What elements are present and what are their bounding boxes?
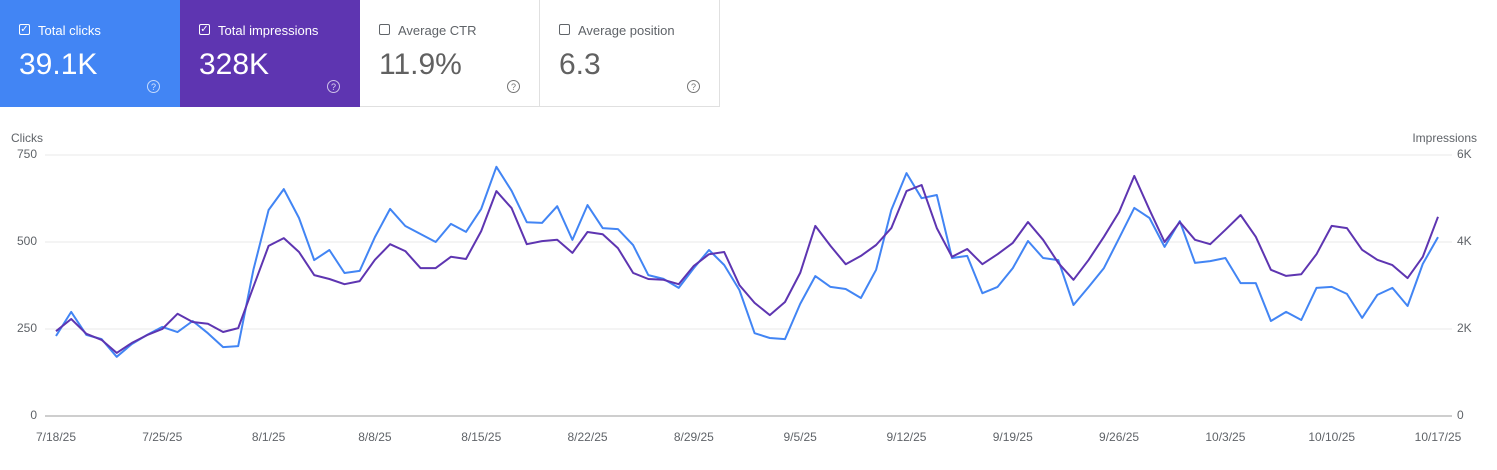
y-tick-label: 500 [17, 234, 37, 248]
x-tick-label: 10/17/25 [1415, 430, 1462, 444]
checkbox[interactable]: ✓ [19, 24, 30, 35]
x-tick-label: 8/15/25 [461, 430, 501, 444]
help-icon[interactable]: ? [327, 80, 340, 93]
metric-cards: ✓ Total clicks 39.1K? ✓ Total impressions 328… [0, 0, 720, 107]
metric-value: 328K [199, 48, 270, 81]
y-tick-label: 750 [17, 147, 37, 161]
metric-card[interactable]: Average CTR 11.9%? [360, 0, 540, 107]
help-icon[interactable]: ? [507, 80, 520, 93]
help-icon[interactable]: ? [687, 80, 700, 93]
y2-axis-label: Impressions [1412, 131, 1477, 145]
line-series [55, 174, 1439, 354]
metric-value: 39.1K [19, 48, 98, 81]
metric-label: Average CTR [398, 23, 477, 38]
help-icon[interactable]: ? [147, 80, 160, 93]
x-tick-label: 9/5/25 [783, 430, 817, 444]
line-series [55, 165, 1439, 358]
y-axis-label: Clicks [11, 131, 43, 145]
x-tick-label: 9/19/25 [993, 430, 1033, 444]
metric-value: 6.3 [559, 48, 601, 81]
y-tick-label: 0 [30, 408, 37, 422]
x-tick-label: 8/29/25 [674, 430, 714, 444]
y2-tick-label: 6K [1457, 147, 1472, 161]
x-tick-label: 10/3/25 [1205, 430, 1245, 444]
x-tick-label: 10/10/25 [1308, 430, 1355, 444]
metric-value: 11.9% [379, 48, 462, 81]
metric-card[interactable]: ✓ Total impressions 328K? [180, 0, 360, 107]
x-tick-label: 9/26/25 [1099, 430, 1139, 444]
checkbox[interactable] [379, 24, 390, 35]
metric-label: Total clicks [38, 23, 101, 38]
metric-label: Total impressions [218, 23, 319, 38]
x-tick-label: 7/25/25 [142, 430, 182, 444]
checkbox[interactable] [559, 24, 570, 35]
y2-tick-label: 0 [1457, 408, 1464, 422]
checkbox[interactable]: ✓ [199, 24, 210, 35]
metric-card[interactable]: Average position 6.3? [540, 0, 720, 107]
metric-label: Average position [578, 23, 675, 38]
x-tick-label: 7/18/25 [36, 430, 76, 444]
y2-tick-label: 2K [1457, 321, 1472, 335]
y-tick-label: 250 [17, 321, 37, 335]
y2-tick-label: 4K [1457, 234, 1472, 248]
x-tick-label: 8/1/25 [252, 430, 286, 444]
x-tick-label: 8/8/25 [358, 430, 392, 444]
x-tick-label: 9/12/25 [886, 430, 926, 444]
metric-card[interactable]: ✓ Total clicks 39.1K? [0, 0, 180, 107]
x-tick-label: 8/22/25 [568, 430, 608, 444]
